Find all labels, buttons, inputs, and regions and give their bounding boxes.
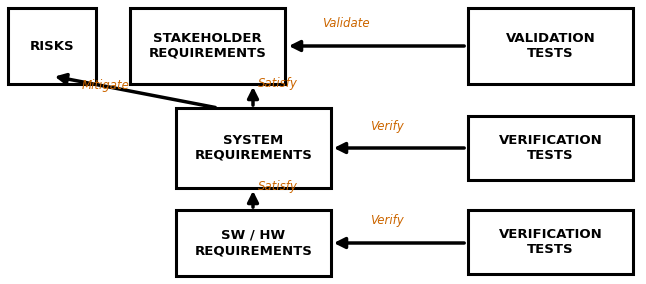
Text: Satisfy: Satisfy: [258, 77, 298, 90]
FancyBboxPatch shape: [176, 108, 331, 188]
Text: Mitigate: Mitigate: [82, 79, 130, 92]
Text: VERIFICATION
TESTS: VERIFICATION TESTS: [499, 228, 602, 256]
Text: VERIFICATION
TESTS: VERIFICATION TESTS: [499, 134, 602, 162]
FancyBboxPatch shape: [468, 8, 633, 84]
Text: Satisfy: Satisfy: [258, 180, 298, 193]
FancyBboxPatch shape: [176, 210, 331, 276]
Text: Validate: Validate: [322, 17, 370, 30]
FancyBboxPatch shape: [8, 8, 96, 84]
FancyBboxPatch shape: [130, 8, 285, 84]
Text: RISKS: RISKS: [30, 39, 74, 53]
Text: STAKEHOLDER
REQUIREMENTS: STAKEHOLDER REQUIREMENTS: [149, 32, 266, 60]
Text: VALIDATION
TESTS: VALIDATION TESTS: [506, 32, 596, 60]
Text: Verify: Verify: [370, 214, 404, 227]
FancyBboxPatch shape: [468, 210, 633, 274]
Text: SW / HW
REQUIREMENTS: SW / HW REQUIREMENTS: [194, 229, 313, 257]
Text: SYSTEM
REQUIREMENTS: SYSTEM REQUIREMENTS: [194, 134, 313, 162]
Text: Verify: Verify: [370, 120, 404, 133]
FancyBboxPatch shape: [468, 116, 633, 180]
